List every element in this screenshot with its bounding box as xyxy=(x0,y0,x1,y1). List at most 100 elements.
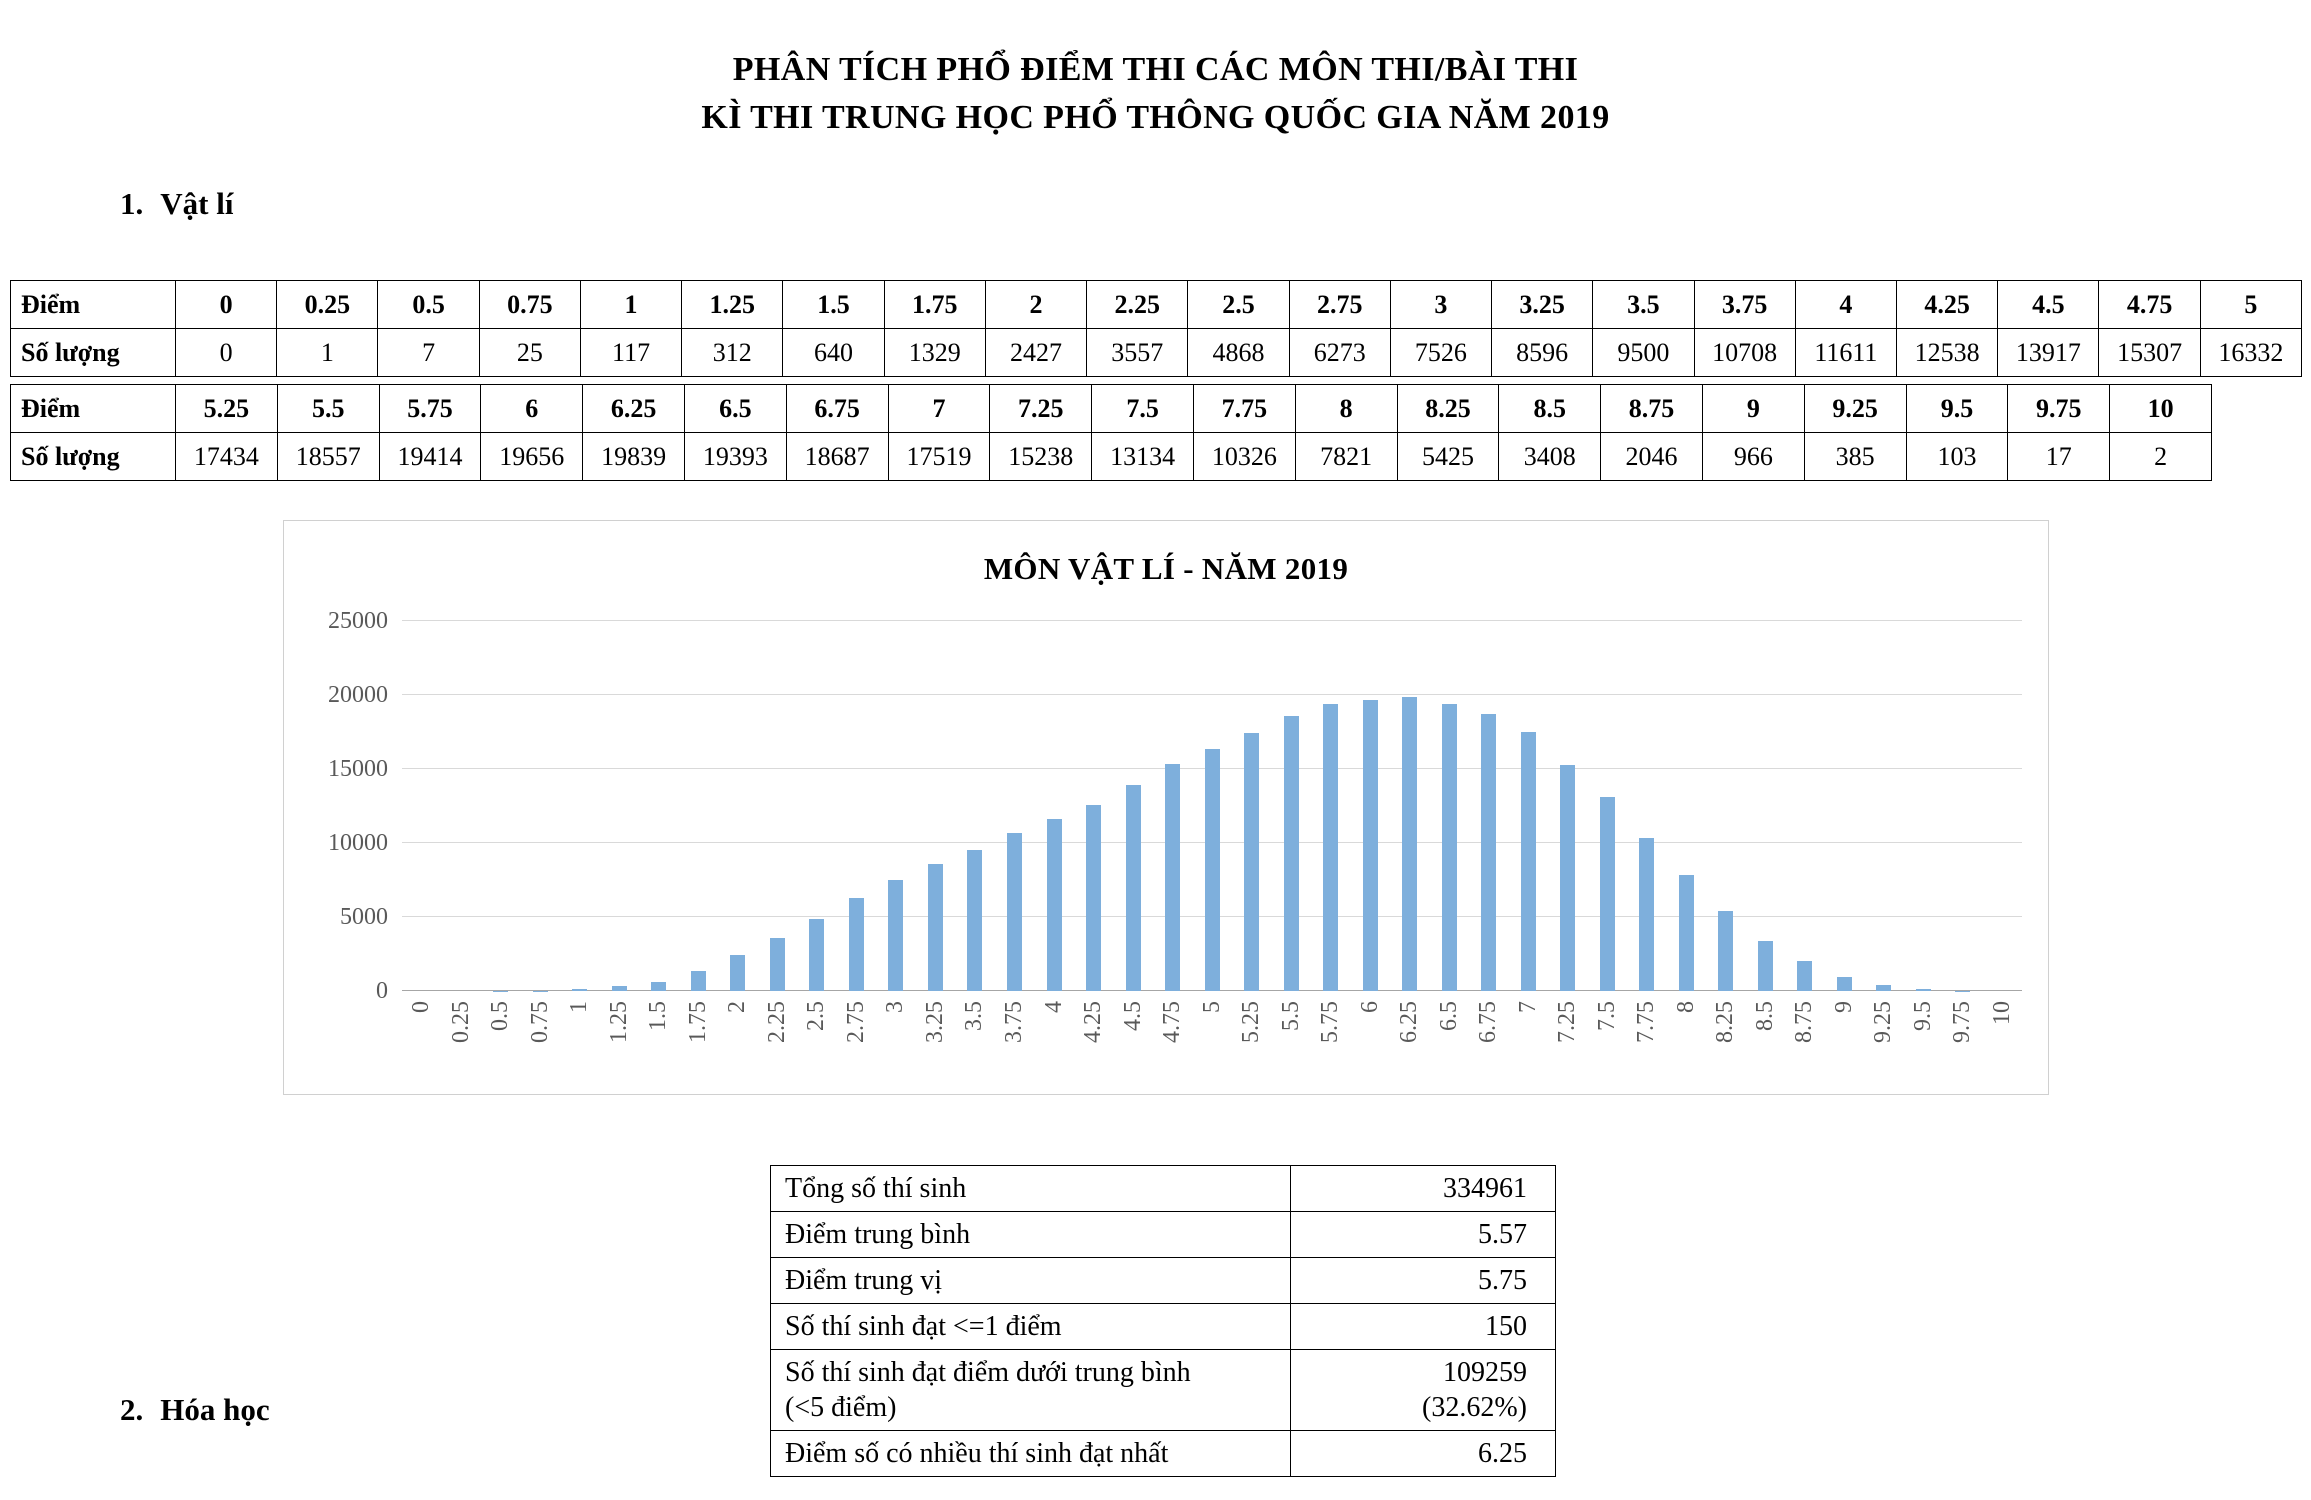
x-tick: 7.75 xyxy=(1627,1001,1667,1093)
score-cell: 9.5 xyxy=(1905,384,2009,433)
x-tick-label: 6.5 xyxy=(1435,1001,1462,1031)
count-cell: 17519 xyxy=(887,432,991,481)
x-tick: 2.75 xyxy=(837,1001,877,1093)
chart-vat-li: MÔN VẬT LÍ - NĂM 2019 0 5000 10000 15000 200… xyxy=(283,520,2049,1095)
bar-9 xyxy=(1836,976,1852,991)
bar-3.25 xyxy=(927,863,943,991)
count-cell: 0 xyxy=(174,328,278,377)
summary-row-value: 5.75 xyxy=(1290,1257,1556,1304)
bar-slot xyxy=(1271,621,1311,991)
bar-slot xyxy=(1627,621,1667,991)
y-tick-label: 10000 xyxy=(328,830,388,856)
count-cell: 13917 xyxy=(1997,328,2100,377)
summary-row-label: Điểm trung vị xyxy=(770,1257,1291,1304)
x-tick-label: 9 xyxy=(1830,1001,1857,1013)
x-tick: 1.5 xyxy=(639,1001,679,1093)
count-cell: 16332 xyxy=(2199,328,2303,377)
x-tick: 1.25 xyxy=(600,1001,640,1093)
bar-4.5 xyxy=(1125,785,1141,991)
score-table-part1: Điểm 0 0.25 0.5 0.75 1 1.25 1.5 1.75 2 2.25 2.5 2.75… xyxy=(10,280,2303,377)
x-tick-label: 7.25 xyxy=(1554,1001,1581,1043)
count-cell: 12538 xyxy=(1895,328,1999,377)
score-cell: 8.5 xyxy=(1498,384,1602,433)
score-cell: 4.25 xyxy=(1895,280,1999,329)
x-tick-label: 4.5 xyxy=(1119,1001,1146,1031)
count-cell: 9500 xyxy=(1592,328,1695,377)
count-cell: 15238 xyxy=(989,432,1093,481)
count-cell: 10708 xyxy=(1693,328,1796,377)
bar-slot xyxy=(1548,621,1588,991)
bar-9.25 xyxy=(1876,985,1892,991)
x-tick: 8.75 xyxy=(1785,1001,1825,1093)
bar-slot xyxy=(481,621,521,991)
summary-row-label: Tổng số thí sinh xyxy=(770,1165,1291,1212)
count-cell: 18687 xyxy=(785,432,889,481)
score-cell: 3 xyxy=(1389,280,1493,329)
x-tick-label: 4 xyxy=(1040,1001,1067,1013)
bar-slot xyxy=(995,621,1035,991)
score-cell: 0.5 xyxy=(377,280,480,329)
bar-1 xyxy=(572,989,588,991)
x-tick-label: 9.75 xyxy=(1949,1001,1976,1043)
x-tick: 8.25 xyxy=(1706,1001,1746,1093)
x-tick-label: 1 xyxy=(566,1001,593,1013)
score-cell: 4 xyxy=(1794,280,1897,329)
summary-row-value: 5.57 xyxy=(1290,1211,1556,1258)
summary-row-value: 334961 xyxy=(1290,1165,1556,1212)
score-cell: 1.5 xyxy=(782,280,885,329)
count-cell: 13134 xyxy=(1091,432,1194,481)
score-cell: 9.75 xyxy=(2007,384,2111,433)
bar-5 xyxy=(1204,749,1220,991)
summary-row-value: 6.25 xyxy=(1290,1430,1556,1477)
bar-slot xyxy=(1825,621,1865,991)
x-tick-label: 8.75 xyxy=(1791,1001,1818,1043)
count-cell: 5425 xyxy=(1396,432,1500,481)
bar-slot xyxy=(1587,621,1627,991)
bar-7 xyxy=(1520,731,1536,991)
score-cell: 4.5 xyxy=(1997,280,2100,329)
x-tick: 7.25 xyxy=(1548,1001,1588,1093)
x-tick: 3.25 xyxy=(916,1001,956,1093)
score-cell: 2.75 xyxy=(1288,280,1391,329)
bar-3.75 xyxy=(1006,832,1022,991)
x-tick: 6.75 xyxy=(1469,1001,1509,1093)
page-title-line-1: PHÂN TÍCH PHỔ ĐIỂM THI CÁC MÔN THI/BÀI T… xyxy=(732,51,1579,88)
bar-slot xyxy=(1469,621,1509,991)
bar-3 xyxy=(888,879,904,991)
bar-slot xyxy=(1074,621,1114,991)
score-cell: 9 xyxy=(1701,384,1805,433)
score-cell: 10 xyxy=(2109,384,2212,433)
bar-4 xyxy=(1046,819,1062,991)
score-cell: 6 xyxy=(480,384,584,433)
summary-table-body: Tổng số thí sinh 334961 Điểm trung bình 5.5… xyxy=(770,1165,1556,1477)
bar-slot xyxy=(1904,621,1944,991)
count-cell: 3408 xyxy=(1498,432,1602,481)
x-tick: 4.5 xyxy=(1113,1001,1153,1093)
count-cell: 17434 xyxy=(175,432,278,481)
score-cell: 6.25 xyxy=(582,384,685,433)
x-tick: 0 xyxy=(402,1001,442,1093)
score-cell: 5.5 xyxy=(276,384,380,433)
section-label: Vật lí xyxy=(160,186,234,221)
score-table-part2: Điểm 5.25 5.5 5.75 6 6.25 6.5 6.75 7 7.25 7.5 7.75 8… xyxy=(10,384,2212,481)
x-tick-label: 8.25 xyxy=(1712,1001,1739,1043)
x-tick: 7.5 xyxy=(1587,1001,1627,1093)
y-tick-label: 15000 xyxy=(328,756,388,782)
score-cell: 2.5 xyxy=(1187,280,1290,329)
bar-8.75 xyxy=(1797,960,1813,991)
bar-1.75 xyxy=(690,971,706,991)
x-tick: 5.5 xyxy=(1271,1001,1311,1093)
y-gridline xyxy=(402,620,2022,621)
count-cell: 640 xyxy=(782,328,885,377)
x-tick-label: 5.5 xyxy=(1277,1001,1304,1031)
count-cell: 117 xyxy=(579,328,683,377)
bar-8 xyxy=(1678,875,1694,991)
x-tick-label: 0.75 xyxy=(526,1001,553,1043)
bar-slot xyxy=(837,621,877,991)
x-tick: 6.5 xyxy=(1429,1001,1469,1093)
count-cell: 103 xyxy=(1905,432,2009,481)
x-tick: 9.25 xyxy=(1864,1001,1904,1093)
bar-slot xyxy=(955,621,995,991)
x-tick: 0.25 xyxy=(442,1001,482,1093)
